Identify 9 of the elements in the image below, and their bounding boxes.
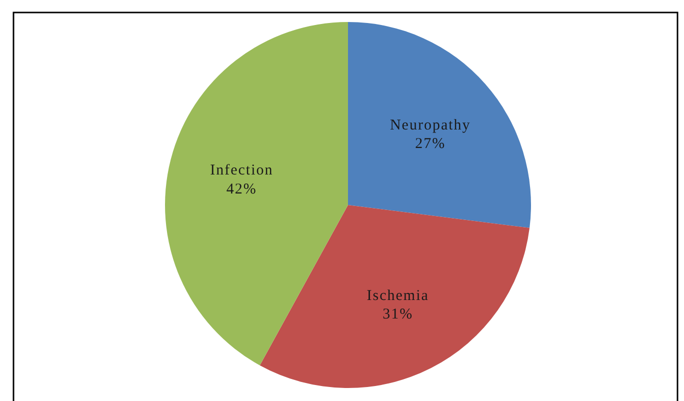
slice-label: Ischemia xyxy=(366,288,429,304)
pie-slice xyxy=(260,205,530,388)
slice-label: Neuropathy xyxy=(390,117,471,134)
pie-slice xyxy=(348,22,531,228)
slice-label: Infection xyxy=(210,162,274,179)
data-label: 27% xyxy=(415,136,446,152)
data-label: 31% xyxy=(382,306,414,323)
pie-slice xyxy=(165,22,348,366)
data-label: 42% xyxy=(226,181,257,198)
